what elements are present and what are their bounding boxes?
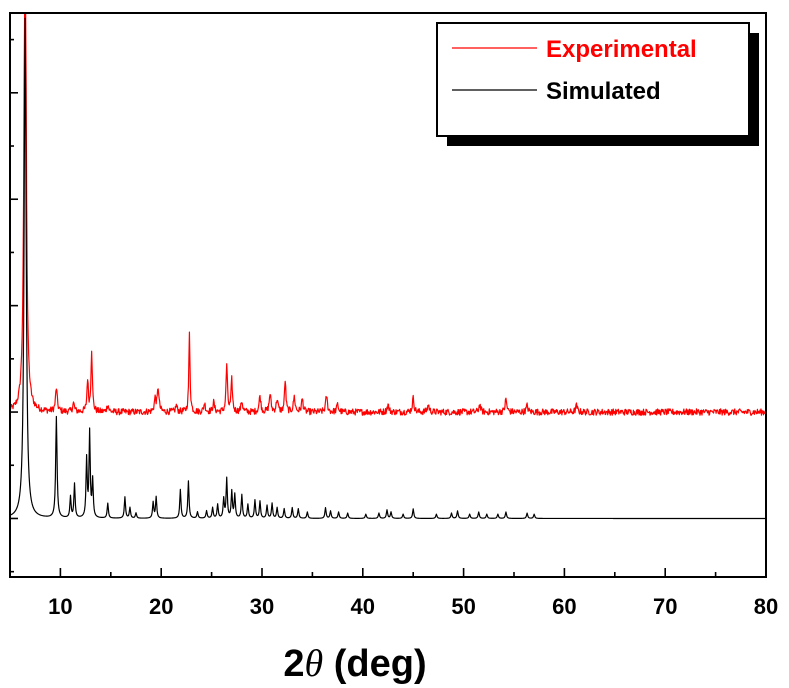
x-tick-label: 20 [149,594,173,619]
x-tick-label: 40 [351,594,375,619]
series-line-experimental [9,12,767,416]
x-tick-labels: 10 20 30 40 50 60 70 80 [48,594,778,619]
legend-box [436,22,750,137]
legend-label-simulated: Simulated [546,78,661,105]
x-tick-label: 80 [754,594,778,619]
ticks-layer [9,38,767,577]
x-tick-label: 10 [48,594,72,619]
legend-label-experimental: Experimental [546,36,697,63]
x-tick-label: 50 [451,594,475,619]
series-layer [9,12,767,520]
x-axis-title: 2θ (deg) [283,643,426,685]
legend: Experimental Simulated [436,22,759,146]
x-tick-label: 70 [653,594,677,619]
x-tick-label: 30 [250,594,274,619]
x-tick-label: 60 [552,594,576,619]
plot-frame [9,12,767,578]
series-line-simulated [9,17,767,520]
